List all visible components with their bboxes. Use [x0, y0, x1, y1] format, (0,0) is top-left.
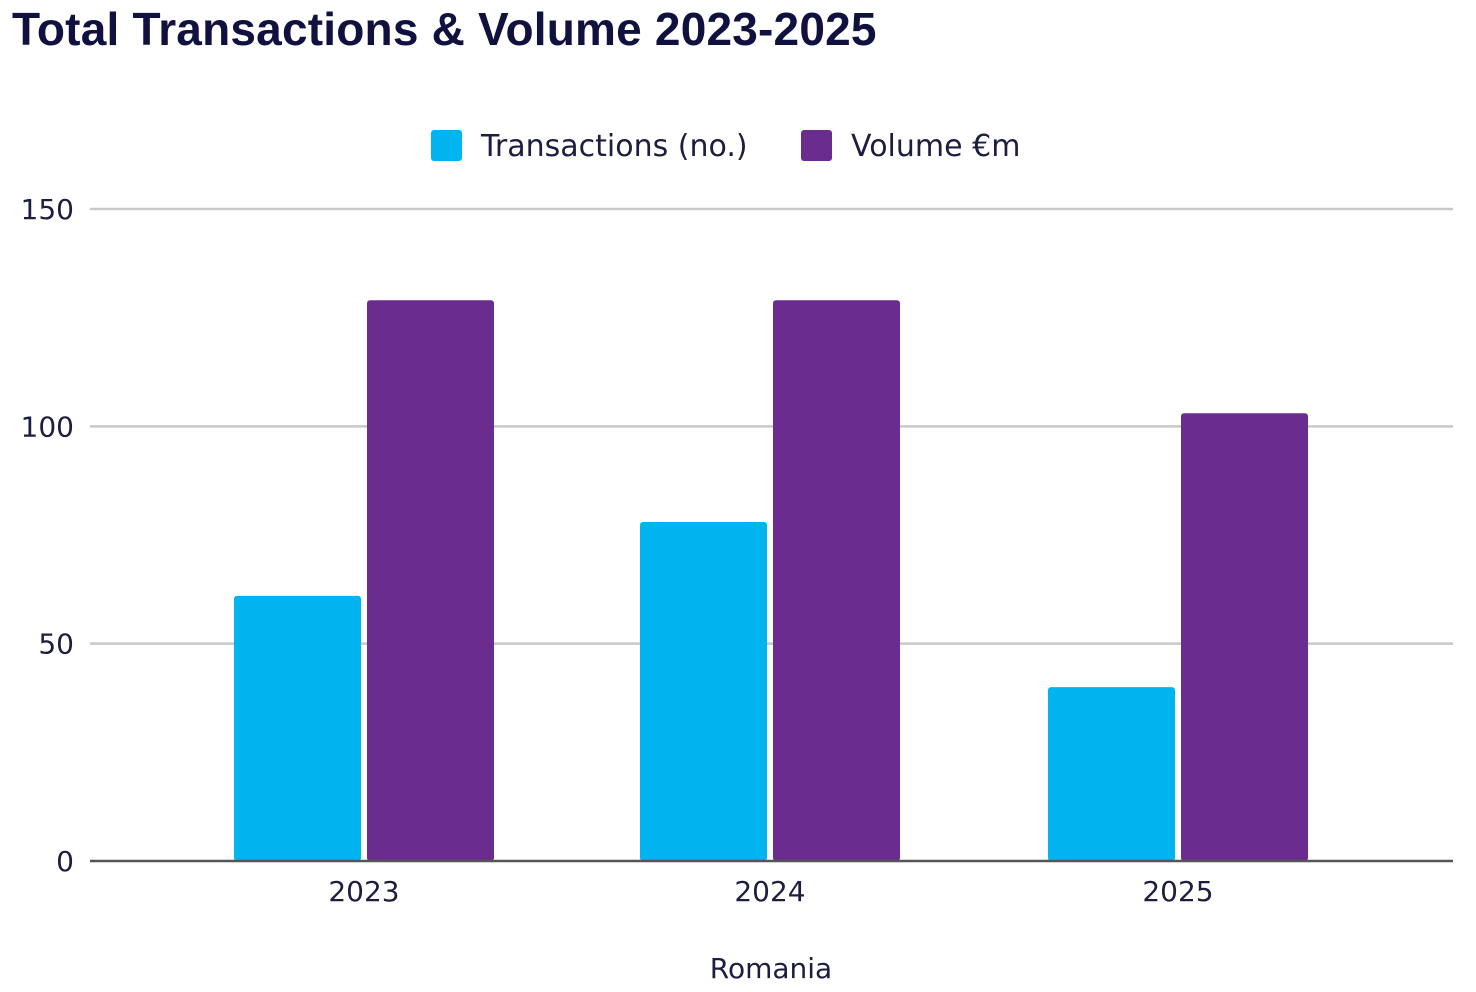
bar-volume-2023 — [367, 300, 494, 861]
y-tick-label: 50 — [38, 628, 74, 661]
bar-volume-2024 — [773, 300, 900, 861]
x-axis-label: Romania — [710, 952, 832, 985]
chart-title: Total Transactions & Volume 2023-2025 — [12, 3, 877, 55]
bar-transactions-2024 — [640, 521, 767, 861]
x-tick-label: 2023 — [328, 875, 399, 908]
legend-label: Transactions (no.) — [480, 129, 748, 164]
bar-transactions-2025 — [1048, 687, 1175, 861]
bar-volume-2025 — [1181, 413, 1308, 861]
y-tick-label: 100 — [21, 410, 74, 443]
legend-label: Volume €m — [851, 129, 1020, 164]
x-tick-label: 2025 — [1142, 875, 1213, 908]
y-tick-label: 0 — [56, 845, 74, 878]
y-axis-ticks: 0 50 100 150 — [21, 193, 74, 878]
legend-swatch — [431, 130, 462, 161]
bar-transactions-2023 — [234, 595, 361, 861]
x-tick-label: 2024 — [734, 875, 805, 908]
bars — [234, 300, 1308, 861]
legend-swatch — [801, 130, 832, 161]
x-axis-ticks: 2023 2024 2025 — [328, 875, 1213, 908]
legend: Transactions (no.) Volume €m — [431, 129, 1020, 164]
y-tick-label: 150 — [21, 193, 74, 226]
